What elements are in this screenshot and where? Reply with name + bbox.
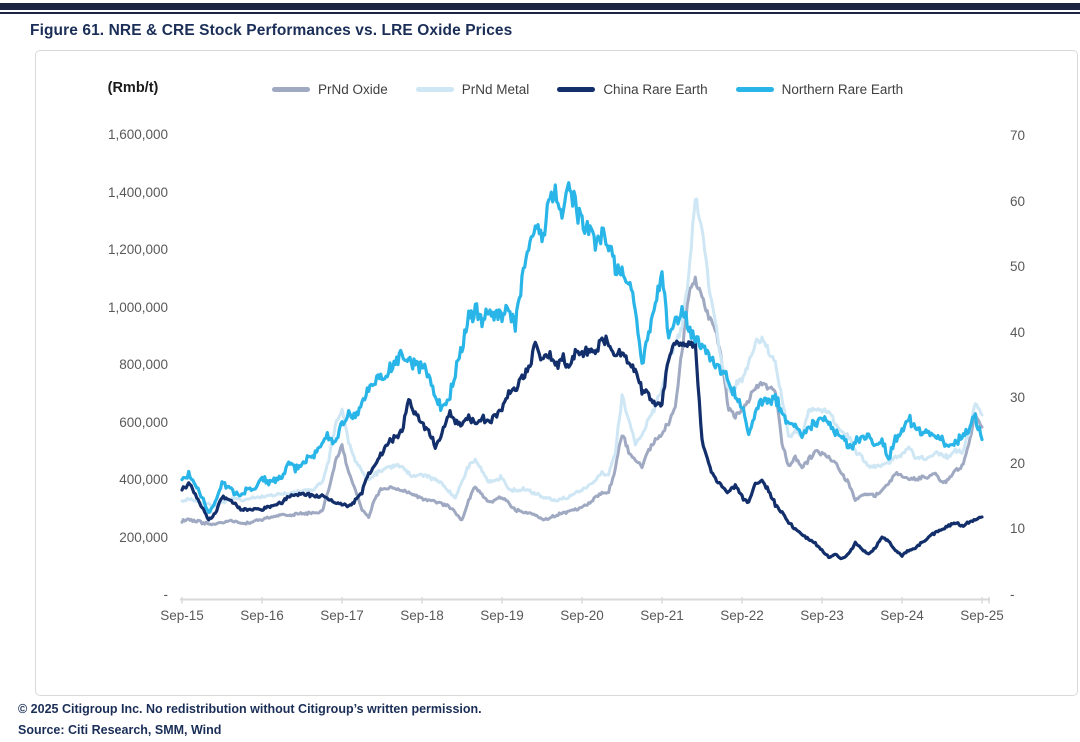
legend-item: China Rare Earth (557, 82, 708, 97)
left-axis-tick: 800,000 (119, 357, 168, 372)
x-axis-tick: Sep-22 (720, 608, 764, 623)
figure-title: Figure 61. NRE & CRE Stock Performances … (30, 22, 513, 39)
legend-swatch-icon (557, 87, 596, 92)
x-axis-tick: Sep-20 (560, 608, 604, 623)
legend-label: Northern Rare Earth (781, 82, 904, 97)
legend-label: PrNd Metal (461, 82, 530, 97)
legend-item: PrNd Oxide (272, 82, 388, 97)
right-axis-tick: 50 (1010, 259, 1026, 275)
left-axis-unit-label: (Rmb/t) (107, 80, 159, 96)
right-axis-tick: 30 (1010, 390, 1026, 406)
left-axis-tick: 400,000 (119, 472, 168, 487)
x-axis-tick: Sep-25 (960, 608, 1004, 623)
copyright-text: © 2025 Citigroup Inc. No redistribution … (18, 702, 482, 716)
legend-label: China Rare Earth (603, 82, 708, 97)
x-axis-tick: Sep-19 (480, 608, 524, 623)
brand-top-bar (0, 3, 1080, 10)
x-axis-tick: Sep-16 (240, 608, 284, 623)
legend-item: PrNd Metal (415, 82, 530, 97)
left-axis-tick: - (163, 587, 169, 602)
legend-item: Northern Rare Earth (735, 82, 904, 97)
legend-swatch-icon (415, 87, 454, 92)
chart-legend: PrNd Oxide PrNd Metal China Rare Earth Nort… (272, 82, 903, 97)
left-axis-tick: 1,400,000 (107, 184, 168, 200)
x-axis-tick: Sep-15 (160, 608, 204, 623)
right-axis-tick: 20 (1010, 455, 1026, 471)
right-axis-tick: 10 (1010, 521, 1026, 537)
brand-top-rule (0, 12, 1080, 14)
source-text: Source: Citi Research, SMM, Wind (18, 723, 222, 737)
legend-swatch-icon (272, 87, 310, 92)
right-axis-tick: - (1010, 587, 1015, 602)
legend-swatch-icon (735, 87, 774, 92)
x-axis-tick: Sep-24 (880, 608, 924, 623)
chart-card (35, 50, 1078, 696)
left-axis-tick: 1,600,000 (107, 127, 168, 142)
x-axis-tick: Sep-18 (400, 608, 444, 623)
x-axis-tick: Sep-21 (640, 608, 684, 623)
right-axis-tick: 60 (1010, 193, 1026, 209)
x-axis-tick: Sep-23 (800, 608, 844, 623)
left-axis-tick: 1,200,000 (107, 242, 168, 257)
left-axis-tick: 200,000 (119, 529, 168, 545)
left-axis-tick: 600,000 (119, 414, 168, 430)
right-axis-tick: 70 (1010, 128, 1026, 143)
left-axis-tick: 1,000,000 (107, 299, 168, 315)
x-axis-tick: Sep-17 (320, 608, 364, 623)
legend-label: PrNd Oxide (318, 82, 388, 97)
right-axis-tick: 40 (1010, 324, 1026, 340)
